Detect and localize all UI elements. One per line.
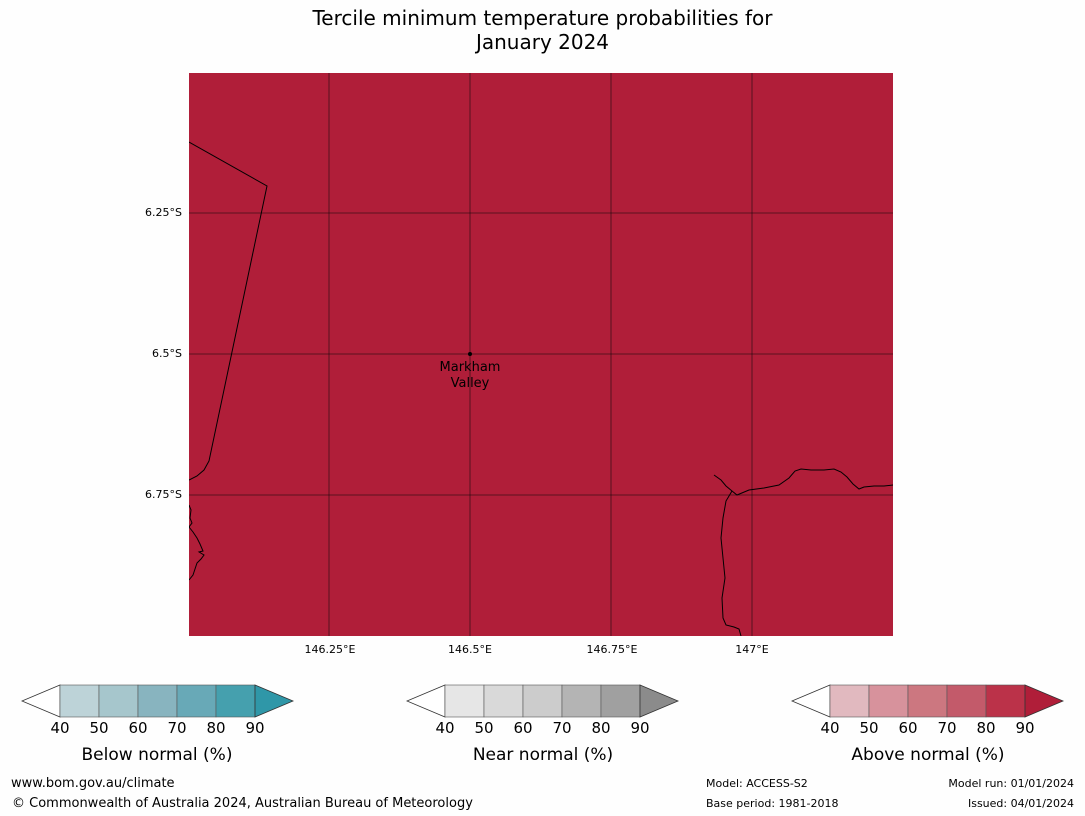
map-canvas[interactable] (189, 73, 893, 636)
cbar-tick: 60 (128, 719, 148, 737)
lon-label-146.5: 146.5°E (448, 643, 492, 656)
cbar-tick: 80 (976, 719, 996, 737)
colorbar-near-normal (406, 684, 680, 718)
colorbar-max-arrow (639, 684, 680, 718)
place-label-markham-valley: Markham Valley (410, 360, 530, 392)
cbar-tick: 90 (245, 719, 265, 737)
cbar-tick: 60 (513, 719, 533, 737)
river-line (720, 490, 742, 636)
colorbar-swatch (561, 684, 602, 718)
cbar-tick: 70 (937, 719, 957, 737)
colorbar-swatch (946, 684, 987, 718)
place-label-line1: Markham (439, 360, 501, 375)
cbar-tick: 40 (435, 719, 455, 737)
colorbar-min-arrow (406, 684, 446, 718)
place-label-line2: Valley (450, 376, 490, 391)
colorbar-swatch (215, 684, 256, 718)
model-run-text: Model run: 01/01/2024 (948, 777, 1074, 790)
lat-label-6.75: 6.75°S (145, 488, 182, 501)
border-line (189, 141, 268, 481)
cbar-tick: 90 (1015, 719, 1035, 737)
lon-label-146.75: 146.75°E (586, 643, 638, 656)
colorbar-swatch (985, 684, 1026, 718)
map-fill-region (189, 73, 893, 636)
colorbar-swatch (98, 684, 139, 718)
river-line (713, 468, 893, 496)
map-title: Tercile minimum temperature probabilitie… (0, 6, 1085, 54)
lon-label-147: 147°E (735, 643, 769, 656)
colorbar-swatch (600, 684, 641, 718)
colorbar-min-arrow (21, 684, 61, 718)
place-marker (468, 352, 472, 356)
colorbar-swatch (137, 684, 178, 718)
map-title-line2: January 2024 (475, 30, 610, 54)
map-title-line1: Tercile minimum temperature probabilitie… (312, 6, 773, 30)
colorbar-above-normal-label: Above normal (%) (851, 745, 1005, 765)
cbar-tick: 50 (474, 719, 494, 737)
cbar-tick: 80 (591, 719, 611, 737)
colorbar-swatch (483, 684, 524, 718)
colorbar-above-normal (791, 684, 1065, 718)
colorbar-max-arrow (254, 684, 295, 718)
colorbar-swatch (829, 684, 870, 718)
cbar-tick: 50 (89, 719, 109, 737)
cbar-tick: 70 (167, 719, 187, 737)
colorbar-swatch (59, 684, 100, 718)
colorbar-max-arrow (1024, 684, 1065, 718)
lat-label-6.25: 6.25°S (145, 206, 182, 219)
colorbar-swatch (522, 684, 563, 718)
colorbar-swatch (868, 684, 909, 718)
colorbar-swatch (176, 684, 217, 718)
cbar-tick: 40 (820, 719, 840, 737)
colorbar-min-arrow (791, 684, 831, 718)
cbar-tick: 80 (206, 719, 226, 737)
model-text: Model: ACCESS-S2 (706, 777, 808, 790)
cbar-tick: 50 (859, 719, 879, 737)
base-period-text: Base period: 1981-2018 (706, 797, 839, 810)
lat-label-6.5: 6.5°S (152, 347, 182, 360)
coastline (189, 504, 205, 581)
colorbar-near-normal-label: Near normal (%) (472, 745, 614, 765)
colorbar-swatch (907, 684, 948, 718)
colorbar-below-normal-label: Below normal (%) (81, 745, 233, 765)
cbar-tick: 60 (898, 719, 918, 737)
issued-text: Issued: 04/01/2024 (967, 797, 1074, 810)
website-link[interactable]: www.bom.gov.au/climate (11, 776, 175, 791)
lon-label-146.25: 146.25°E (304, 643, 356, 656)
cbar-tick: 70 (552, 719, 572, 737)
colorbar-below-normal (21, 684, 295, 718)
cbar-tick: 40 (50, 719, 70, 737)
copyright-text: © Commonwealth of Australia 2024, Austra… (12, 796, 473, 811)
colorbar-swatch (444, 684, 485, 718)
cbar-tick: 90 (630, 719, 650, 737)
